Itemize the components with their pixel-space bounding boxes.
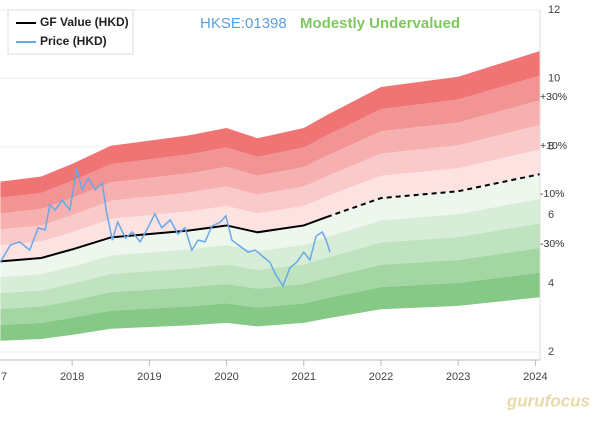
value-band — [0, 149, 541, 262]
ticker: HKSE:01398 — [200, 15, 287, 32]
watermark: gurufocus — [506, 391, 590, 410]
price-line — [0, 167, 331, 288]
legend-label: GF Value (HKD) — [40, 15, 129, 29]
x-tick-label: 2021 — [292, 371, 316, 383]
value-band — [0, 124, 541, 246]
valuation: Modestly Undervalued — [300, 15, 460, 32]
x-tick-label: 2020 — [214, 371, 238, 383]
x-tick-label: 2019 — [137, 371, 161, 383]
value-band — [0, 75, 541, 214]
gf-value-projection — [326, 173, 541, 218]
value-band — [0, 51, 541, 198]
x-tick-label: 2024 — [523, 371, 547, 383]
x-tick-label: 2022 — [369, 371, 393, 383]
y-tick-label: 12 — [548, 4, 560, 16]
y-tick-label: 4 — [548, 278, 554, 290]
band-label: -30% — [540, 238, 565, 250]
value-band — [0, 248, 541, 325]
value-band — [0, 272, 541, 341]
value-band — [0, 100, 541, 230]
y-tick-label: 2 — [548, 346, 554, 358]
value-band — [0, 174, 541, 278]
value-band — [0, 223, 541, 309]
y-tick-label: 10 — [548, 72, 560, 84]
gf-value-line — [0, 215, 328, 263]
x-tick-label: 2018 — [60, 371, 84, 383]
x-tick-label: 2023 — [446, 371, 470, 383]
value-band — [0, 198, 541, 294]
x-tick-label: 7 — [1, 371, 7, 383]
legend-label: Price (HKD) — [40, 34, 107, 48]
plot-area: 2 4 6 8 10 12 +30% +10% -10% -30% 7 2018 2019 2020 202… — [0, 4, 567, 383]
band-label: +30% — [540, 91, 567, 103]
y-tick-label: 6 — [548, 209, 554, 221]
legend-box — [7, 9, 134, 55]
band-label: -10% — [540, 188, 565, 200]
y-tick-label: 8 — [548, 141, 554, 153]
band-label: +10% — [540, 140, 567, 152]
